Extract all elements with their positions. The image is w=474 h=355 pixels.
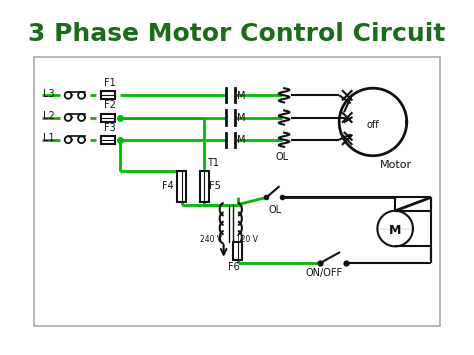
Text: M: M: [389, 224, 401, 237]
FancyBboxPatch shape: [100, 91, 115, 99]
Text: ON/OFF: ON/OFF: [306, 268, 343, 278]
Text: T1: T1: [207, 158, 219, 168]
FancyBboxPatch shape: [100, 136, 115, 144]
Text: F4: F4: [163, 181, 174, 191]
Text: 120 V: 120 V: [236, 235, 258, 244]
Text: L1: L1: [43, 133, 55, 143]
Text: off: off: [367, 120, 379, 130]
FancyBboxPatch shape: [100, 114, 115, 121]
Text: OL: OL: [268, 204, 281, 215]
FancyBboxPatch shape: [177, 171, 186, 202]
Text: L3: L3: [43, 88, 55, 99]
Text: M: M: [237, 91, 246, 101]
Text: F5: F5: [210, 181, 221, 191]
FancyBboxPatch shape: [34, 57, 440, 326]
Text: M: M: [237, 135, 246, 145]
Text: M: M: [237, 113, 246, 123]
Text: F1: F1: [104, 78, 116, 88]
Text: F6: F6: [228, 262, 239, 272]
Text: L2: L2: [43, 111, 55, 121]
FancyBboxPatch shape: [200, 171, 209, 202]
FancyBboxPatch shape: [234, 242, 242, 260]
Text: OL: OL: [276, 152, 289, 162]
Text: F2: F2: [104, 100, 116, 110]
Text: F3: F3: [104, 122, 116, 133]
Text: 240 V: 240 V: [200, 235, 222, 244]
Text: Motor: Motor: [380, 160, 412, 170]
Text: 3 Phase Motor Control Circuit: 3 Phase Motor Control Circuit: [28, 22, 446, 47]
